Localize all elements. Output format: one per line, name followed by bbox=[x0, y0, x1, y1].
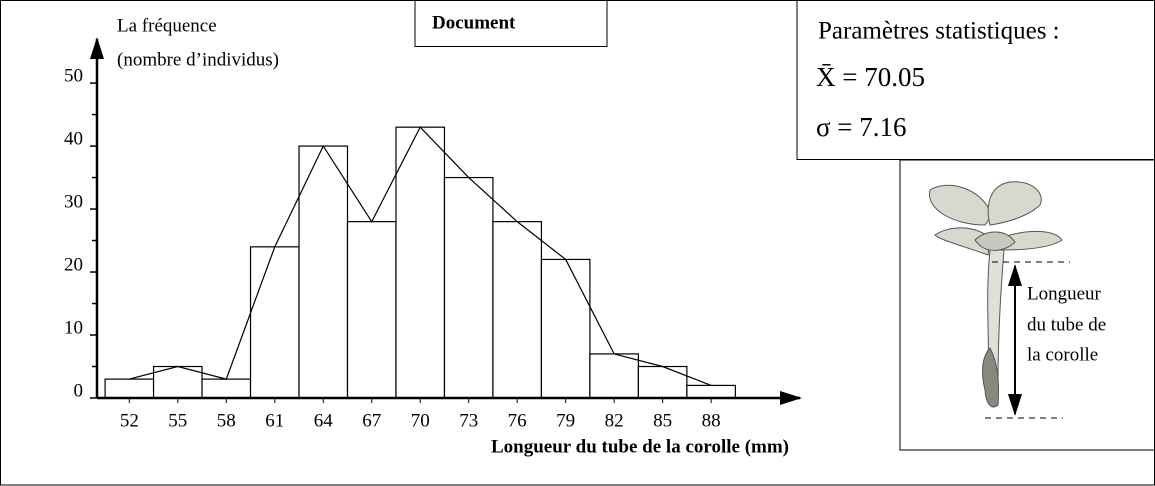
bar bbox=[347, 222, 395, 398]
x-tick-label: 88 bbox=[702, 410, 721, 431]
bar bbox=[590, 354, 638, 398]
bar bbox=[638, 367, 686, 398]
bar bbox=[444, 178, 492, 398]
y-tick-label: 50 bbox=[64, 65, 83, 86]
x-axis-label: Longueur du tube de la corolle (mm) bbox=[491, 436, 789, 457]
y-tick-label: 0 bbox=[74, 380, 84, 401]
bar bbox=[299, 146, 347, 398]
stats-mean: X̄ = 70.05 bbox=[816, 62, 925, 92]
figure-label: la corolle bbox=[1027, 344, 1098, 365]
x-tick-label: 85 bbox=[653, 410, 672, 431]
bar bbox=[105, 379, 153, 398]
figure-label: Longueur bbox=[1027, 283, 1102, 304]
x-tick-label: 70 bbox=[411, 410, 430, 431]
x-tick-label: 58 bbox=[217, 410, 236, 431]
y-axis-label: (nombre d’individus) bbox=[117, 49, 279, 70]
bar bbox=[396, 127, 444, 398]
x-tick-label: 79 bbox=[556, 410, 575, 431]
x-tick-label: 73 bbox=[459, 410, 478, 431]
figure-label: du tube de bbox=[1027, 314, 1106, 335]
document-label: Document bbox=[432, 12, 516, 33]
x-tick-label: 52 bbox=[120, 410, 139, 431]
y-tick-label: 40 bbox=[64, 128, 83, 149]
y-axis-label: La fréquence bbox=[117, 15, 217, 36]
x-tick-label: 64 bbox=[314, 410, 334, 431]
plot: 0 10 20 30 40 50 52 55 58 61 64 67 70 73 76 79 82 85 88 bbox=[64, 39, 800, 431]
x-tick-label: 61 bbox=[265, 410, 284, 431]
x-tick-label: 82 bbox=[605, 410, 624, 431]
stats-title: Paramètres statistiques : bbox=[818, 18, 1060, 45]
page: Document Paramètres statistiques : X̄ = … bbox=[0, 0, 1155, 486]
y-tick-label: 30 bbox=[64, 191, 83, 212]
y-tick-label: 20 bbox=[64, 254, 83, 275]
bar bbox=[493, 222, 541, 398]
stats-sd: σ = 7.16 bbox=[816, 112, 907, 142]
x-tick-label: 76 bbox=[508, 410, 527, 431]
bar bbox=[251, 247, 299, 398]
bar bbox=[541, 259, 589, 398]
x-tick-label: 55 bbox=[168, 410, 187, 431]
x-tick-label: 67 bbox=[362, 410, 381, 431]
y-tick-label: 10 bbox=[64, 317, 83, 338]
bar bbox=[687, 385, 735, 398]
bar bbox=[202, 379, 250, 398]
